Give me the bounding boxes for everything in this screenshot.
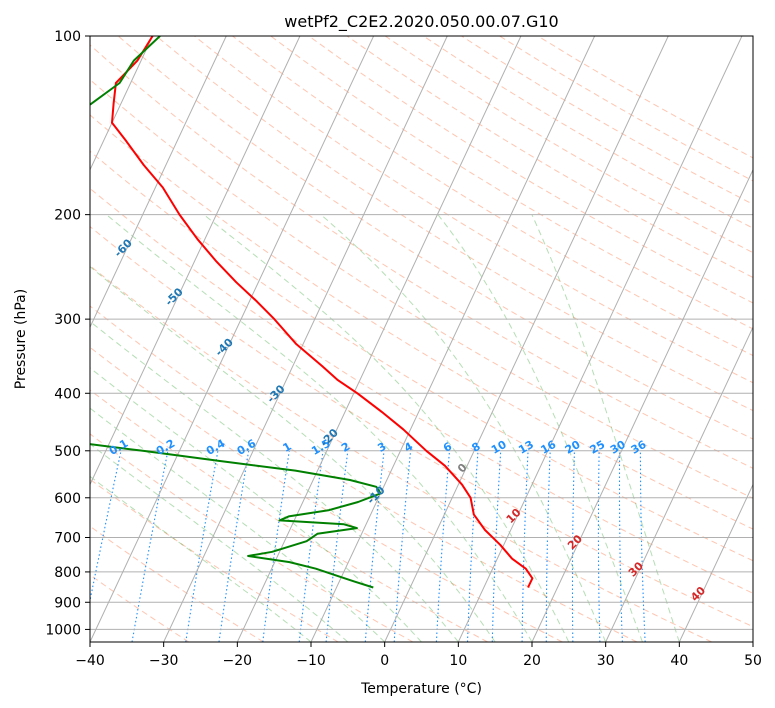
y-axis: 100 200 300 400 500 600 700 800 900 1000 <box>45 29 90 638</box>
mixing-ratio-line <box>298 450 324 642</box>
moist-adiabat-line <box>90 475 312 642</box>
moist-adiabat-line <box>90 407 386 642</box>
x-tick-label: 20 <box>523 653 541 669</box>
dry-adiabat-line <box>194 36 753 384</box>
line-labels: 0.10.20.40.611.52346810131620253036-100-… <box>107 236 708 604</box>
dry-adiabat-line <box>90 44 753 469</box>
y-tick-label: 800 <box>54 565 81 581</box>
y-tick-label: 100 <box>54 29 81 45</box>
dry-adiabat-line <box>90 265 712 642</box>
x-tick-label: −40 <box>75 653 105 669</box>
moist-adiabat-line <box>437 214 643 642</box>
y-tick-label: 300 <box>54 312 81 328</box>
isotherm-line <box>531 168 753 642</box>
moist-adiabat-line <box>90 367 422 642</box>
dry-adiabat-line <box>90 389 488 642</box>
x-tick-label: −10 <box>296 653 326 669</box>
y-axis-label: Pressure (hPa) <box>13 289 29 389</box>
y-tick-label: 500 <box>54 444 81 460</box>
mixing-ratio-line <box>435 450 451 642</box>
profile-lines <box>90 36 534 589</box>
x-tick-label: 40 <box>670 653 688 669</box>
isotherm-line <box>457 36 743 642</box>
x-tick-label: 0 <box>380 653 389 669</box>
moist-adiabat-line <box>531 214 680 642</box>
pressure-gridlines <box>90 36 753 630</box>
isotherm-line <box>90 36 301 486</box>
y-tick-label: 400 <box>54 386 81 402</box>
dry-adiabat-line <box>90 346 563 642</box>
y-tick-label: 700 <box>54 531 81 547</box>
x-tick-label: 10 <box>449 653 467 669</box>
plot-frame <box>89 35 754 643</box>
dry-adiabat-line <box>90 78 753 499</box>
moist-adiabat-line <box>90 266 496 642</box>
x-tick-label: 30 <box>597 653 615 669</box>
isotherm-line <box>310 36 596 642</box>
x-tick-label: −30 <box>149 653 179 669</box>
skewed-isotherms <box>90 36 753 642</box>
isotherm-line <box>384 36 669 642</box>
y-tick-label: 600 <box>54 491 81 507</box>
moist-adiabat-line <box>320 214 607 642</box>
temperature-line <box>111 36 534 588</box>
mixing-ratio-line <box>491 450 502 642</box>
mixing-ratio-line <box>466 450 479 642</box>
isotherm-line <box>678 483 753 642</box>
dry-adiabat-line <box>90 225 753 628</box>
dry-adiabat-line <box>232 36 753 357</box>
mixing-ratio-line <box>393 450 412 642</box>
chart-title: wetPf2_C2E2.2020.050.00.07.G10 <box>284 12 558 32</box>
isotherm-line <box>605 326 753 642</box>
y-tick-label: 1000 <box>45 622 81 638</box>
isotherm-line <box>163 36 448 642</box>
x-axis-label: Temperature (°C) <box>360 681 482 697</box>
dewpoint-line <box>90 36 382 589</box>
dry-adiabat-line <box>90 305 638 642</box>
isotherm-line <box>90 36 154 171</box>
x-tick-label: 50 <box>744 653 762 669</box>
x-axis: −40 −30 −20 −10 0 10 20 30 40 50 <box>75 642 762 669</box>
moist-adiabat-line <box>106 214 533 642</box>
dry-adiabat-line <box>90 574 190 642</box>
mixing-ratio-line <box>325 450 349 642</box>
mixing-ratio-line <box>262 450 290 642</box>
isotherm-line <box>90 36 227 329</box>
x-tick-label: −20 <box>223 653 253 669</box>
isotherm-line <box>90 36 375 642</box>
moist-adiabats <box>90 214 680 642</box>
y-tick-label: 900 <box>54 595 81 611</box>
dry-adiabat-line <box>90 114 753 530</box>
dry-adiabat-line <box>90 478 339 642</box>
isotherm-line <box>236 36 522 642</box>
y-tick-label: 200 <box>54 208 81 224</box>
